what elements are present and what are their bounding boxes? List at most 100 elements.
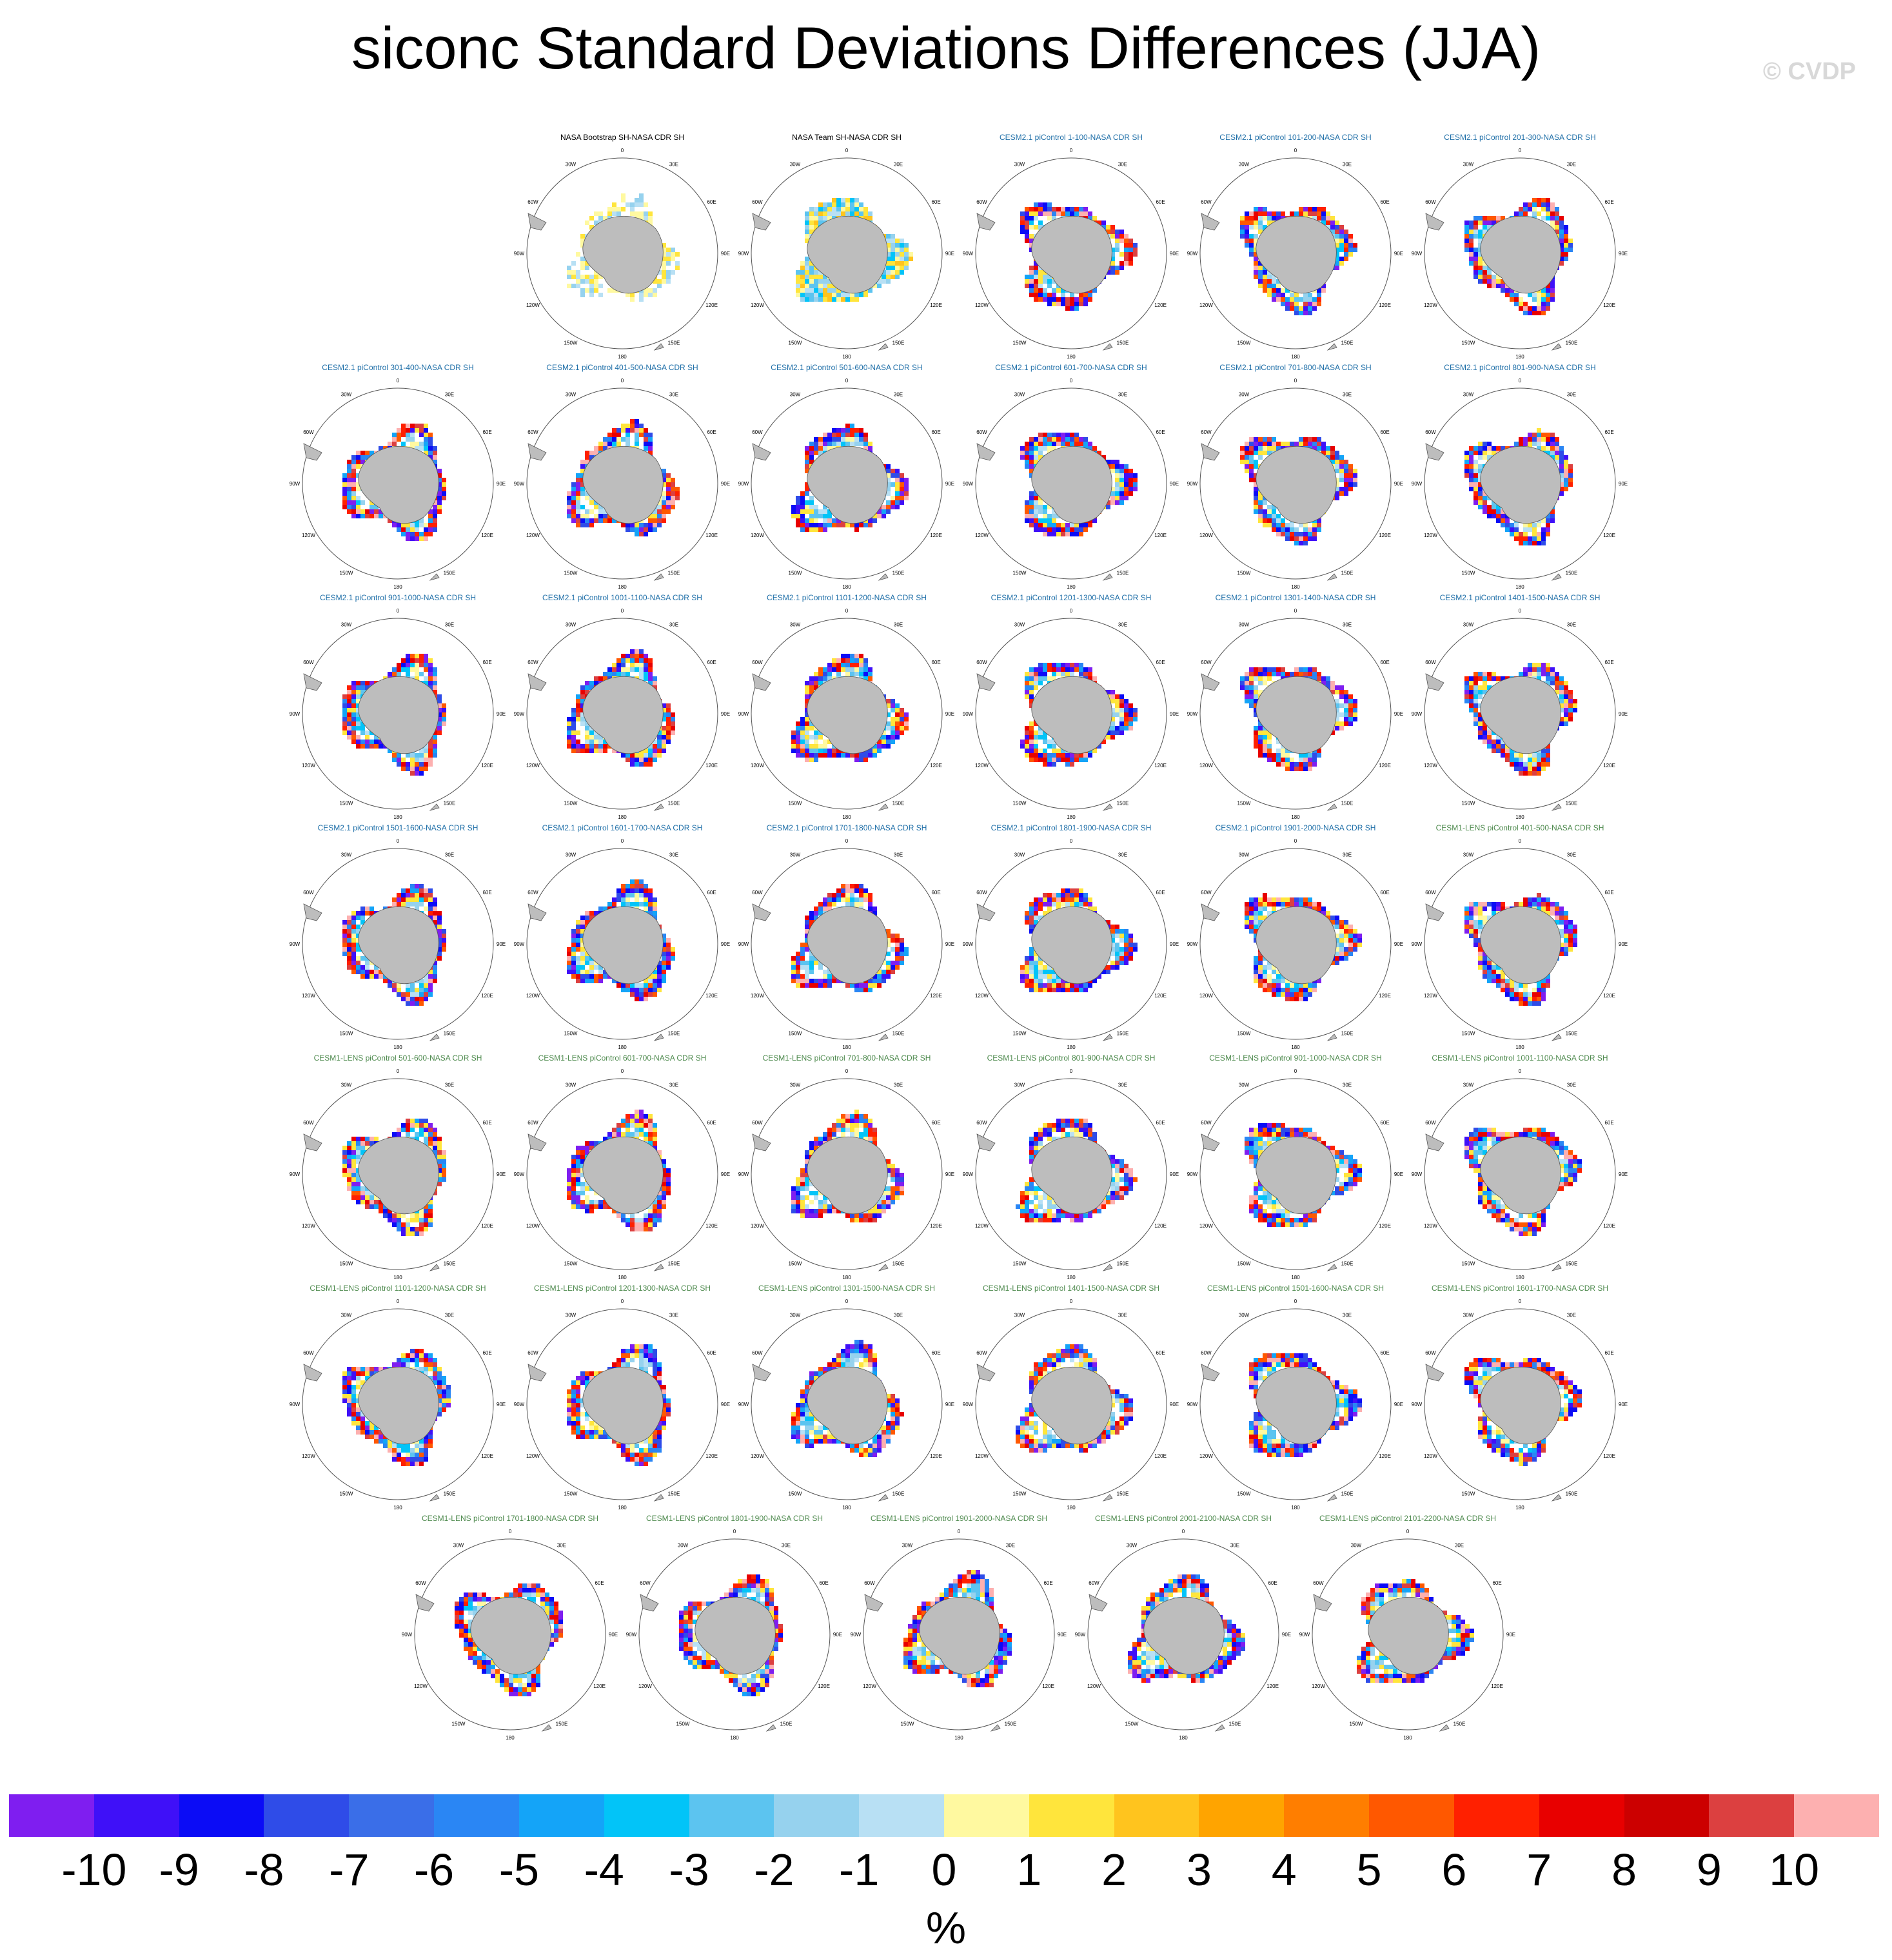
longitude-label: 60E <box>1156 1120 1165 1126</box>
longitude-label: 150W <box>901 1721 914 1727</box>
polar-map: 0 30E 60E 90E 120E 150E 180 150W 120W 90W 60W 30W <box>514 1068 730 1280</box>
map-panel: CESM2.1 piControl 1401-1500-NASA CDR SH 0… <box>1408 593 1631 822</box>
colorbar-box <box>1369 1794 1455 1837</box>
longitude-label: 90W <box>738 1171 749 1177</box>
longitude-label: 120W <box>1424 302 1437 308</box>
longitude-label: 60W <box>1201 660 1212 665</box>
colorbar-tick-label: -1 <box>839 1845 880 1895</box>
longitude-label: 150E <box>1117 340 1129 346</box>
polar-map: 0 30E 60E 90E 120E 150E 180 150W 120W 90W 60W 30W <box>1412 1298 1628 1511</box>
longitude-label: 0 <box>397 608 400 614</box>
longitude-label: 90W <box>290 711 301 717</box>
panel-title: CESM2.1 piControl 1201-1300-NASA CDR SH <box>990 593 1152 602</box>
longitude-label: 30E <box>1567 852 1576 858</box>
longitude-label: 60E <box>1604 890 1613 896</box>
longitude-label: 180 <box>1291 1044 1300 1050</box>
longitude-label: 150E <box>892 1261 905 1267</box>
longitude-label: 150E <box>1566 801 1578 807</box>
longitude-label: 150E <box>892 801 905 807</box>
new-zealand-landmass <box>765 1724 776 1732</box>
antarctica-land <box>1256 1136 1337 1215</box>
south-america-landmass <box>1201 1364 1220 1382</box>
longitude-label: 60E <box>931 1350 940 1356</box>
antarctica-land <box>807 1366 888 1445</box>
south-america-landmass <box>864 1594 883 1612</box>
longitude-label: 30W <box>1239 1082 1250 1088</box>
longitude-label: 0 <box>1294 148 1297 153</box>
south-america-landmass <box>976 1364 996 1382</box>
colorbar-tick-label: -9 <box>159 1845 199 1895</box>
longitude-label: 120E <box>1154 302 1167 308</box>
south-america-landmass <box>640 1594 659 1612</box>
longitude-label: 120W <box>302 763 315 769</box>
panel-title: CESM2.1 piControl 1601-1700-NASA CDR SH <box>542 823 703 832</box>
map-panel: CESM1-LENS piControl 1201-1300-NASA CDR … <box>511 1283 734 1513</box>
map-panel: CESM1-LENS piControl 901-1000-NASA CDR S… <box>1184 1053 1407 1282</box>
longitude-label: 60W <box>1201 1120 1212 1126</box>
panel-title: CESM1-LENS piControl 1101-1200-NASA CDR … <box>310 1284 486 1293</box>
longitude-label: 120W <box>1199 993 1213 999</box>
longitude-label: 120E <box>930 993 942 999</box>
longitude-label: 120E <box>481 993 493 999</box>
longitude-label: 150W <box>1237 340 1251 346</box>
map-panel: CESM2.1 piControl 801-900-NASA CDR SH 0 30… <box>1408 362 1631 592</box>
map-panel: CESM2.1 piControl 1701-1800-NASA CDR SH 0… <box>735 823 958 1052</box>
panel-title: NASA Team SH-NASA CDR SH <box>792 133 902 142</box>
longitude-label: 60W <box>976 1120 987 1126</box>
longitude-label: 30W <box>790 391 801 397</box>
longitude-label: 60W <box>303 890 314 896</box>
longitude-label: 150E <box>668 571 680 576</box>
antarctica-land <box>1480 1136 1561 1215</box>
longitude-label: 150E <box>1117 1261 1129 1267</box>
colorbar-tick-label: 10 <box>1769 1845 1820 1895</box>
longitude-label: 90W <box>290 941 301 947</box>
antarctica-land <box>1031 1136 1112 1215</box>
longitude-label: 30E <box>1343 1082 1352 1088</box>
longitude-label: 0 <box>1294 378 1297 384</box>
longitude-label: 60E <box>1380 429 1389 435</box>
longitude-label: 30E <box>1118 852 1127 858</box>
map-panel: CESM1-LENS piControl 1801-1900-NASA CDR … <box>623 1513 846 1743</box>
new-zealand-landmass <box>653 1034 664 1041</box>
new-zealand-landmass <box>1326 1494 1337 1502</box>
longitude-label: 30E <box>782 1542 791 1548</box>
antarctica-land <box>1031 1366 1112 1445</box>
new-zealand-landmass <box>1551 1494 1562 1502</box>
antarctica-land <box>582 215 664 294</box>
longitude-label: 0 <box>621 1068 624 1074</box>
longitude-label: 90E <box>1170 1402 1179 1407</box>
new-zealand-landmass <box>1326 343 1337 351</box>
longitude-label: 120E <box>481 1223 493 1229</box>
south-america-landmass <box>752 443 771 461</box>
polar-map: 0 30E 60E 90E 120E 150E 180 150W 120W 90W 60W 30W <box>1187 838 1403 1050</box>
longitude-label: 150W <box>340 1261 353 1267</box>
colorbar <box>9 1794 1880 1837</box>
longitude-label: 0 <box>397 838 400 844</box>
longitude-label: 120E <box>1603 993 1615 999</box>
longitude-label: 120E <box>930 763 942 769</box>
longitude-label: 90E <box>497 1402 506 1407</box>
antarctica-land <box>1480 446 1561 524</box>
antarctica-land <box>1480 215 1561 294</box>
south-america-landmass <box>527 1133 547 1152</box>
longitude-label: 60E <box>482 1120 491 1126</box>
map-panel: CESM2.1 piControl 901-1000-NASA CDR SH 0 3… <box>286 593 509 822</box>
colorbar-tick-label: 8 <box>1611 1845 1637 1895</box>
longitude-label: 150E <box>892 1031 905 1037</box>
longitude-label: 30E <box>1343 161 1352 167</box>
panel-title: CESM2.1 piControl 201-300-NASA CDR SH <box>1444 133 1596 142</box>
longitude-label: 120W <box>638 1683 652 1689</box>
south-america-landmass <box>527 443 547 461</box>
longitude-label: 30E <box>894 391 903 397</box>
colorbar-tick-label: -5 <box>498 1845 540 1895</box>
longitude-label: 60W <box>1313 1580 1324 1586</box>
colorbar-box <box>264 1794 350 1837</box>
longitude-label: 180 <box>842 1275 851 1280</box>
colorbar-box <box>944 1794 1030 1837</box>
longitude-label: 180 <box>1291 814 1300 820</box>
longitude-label: 120W <box>526 1223 540 1229</box>
longitude-label: 120E <box>1603 1453 1615 1459</box>
new-zealand-landmass <box>653 803 664 811</box>
longitude-label: 120W <box>302 1453 315 1459</box>
longitude-label: 0 <box>1070 838 1073 844</box>
